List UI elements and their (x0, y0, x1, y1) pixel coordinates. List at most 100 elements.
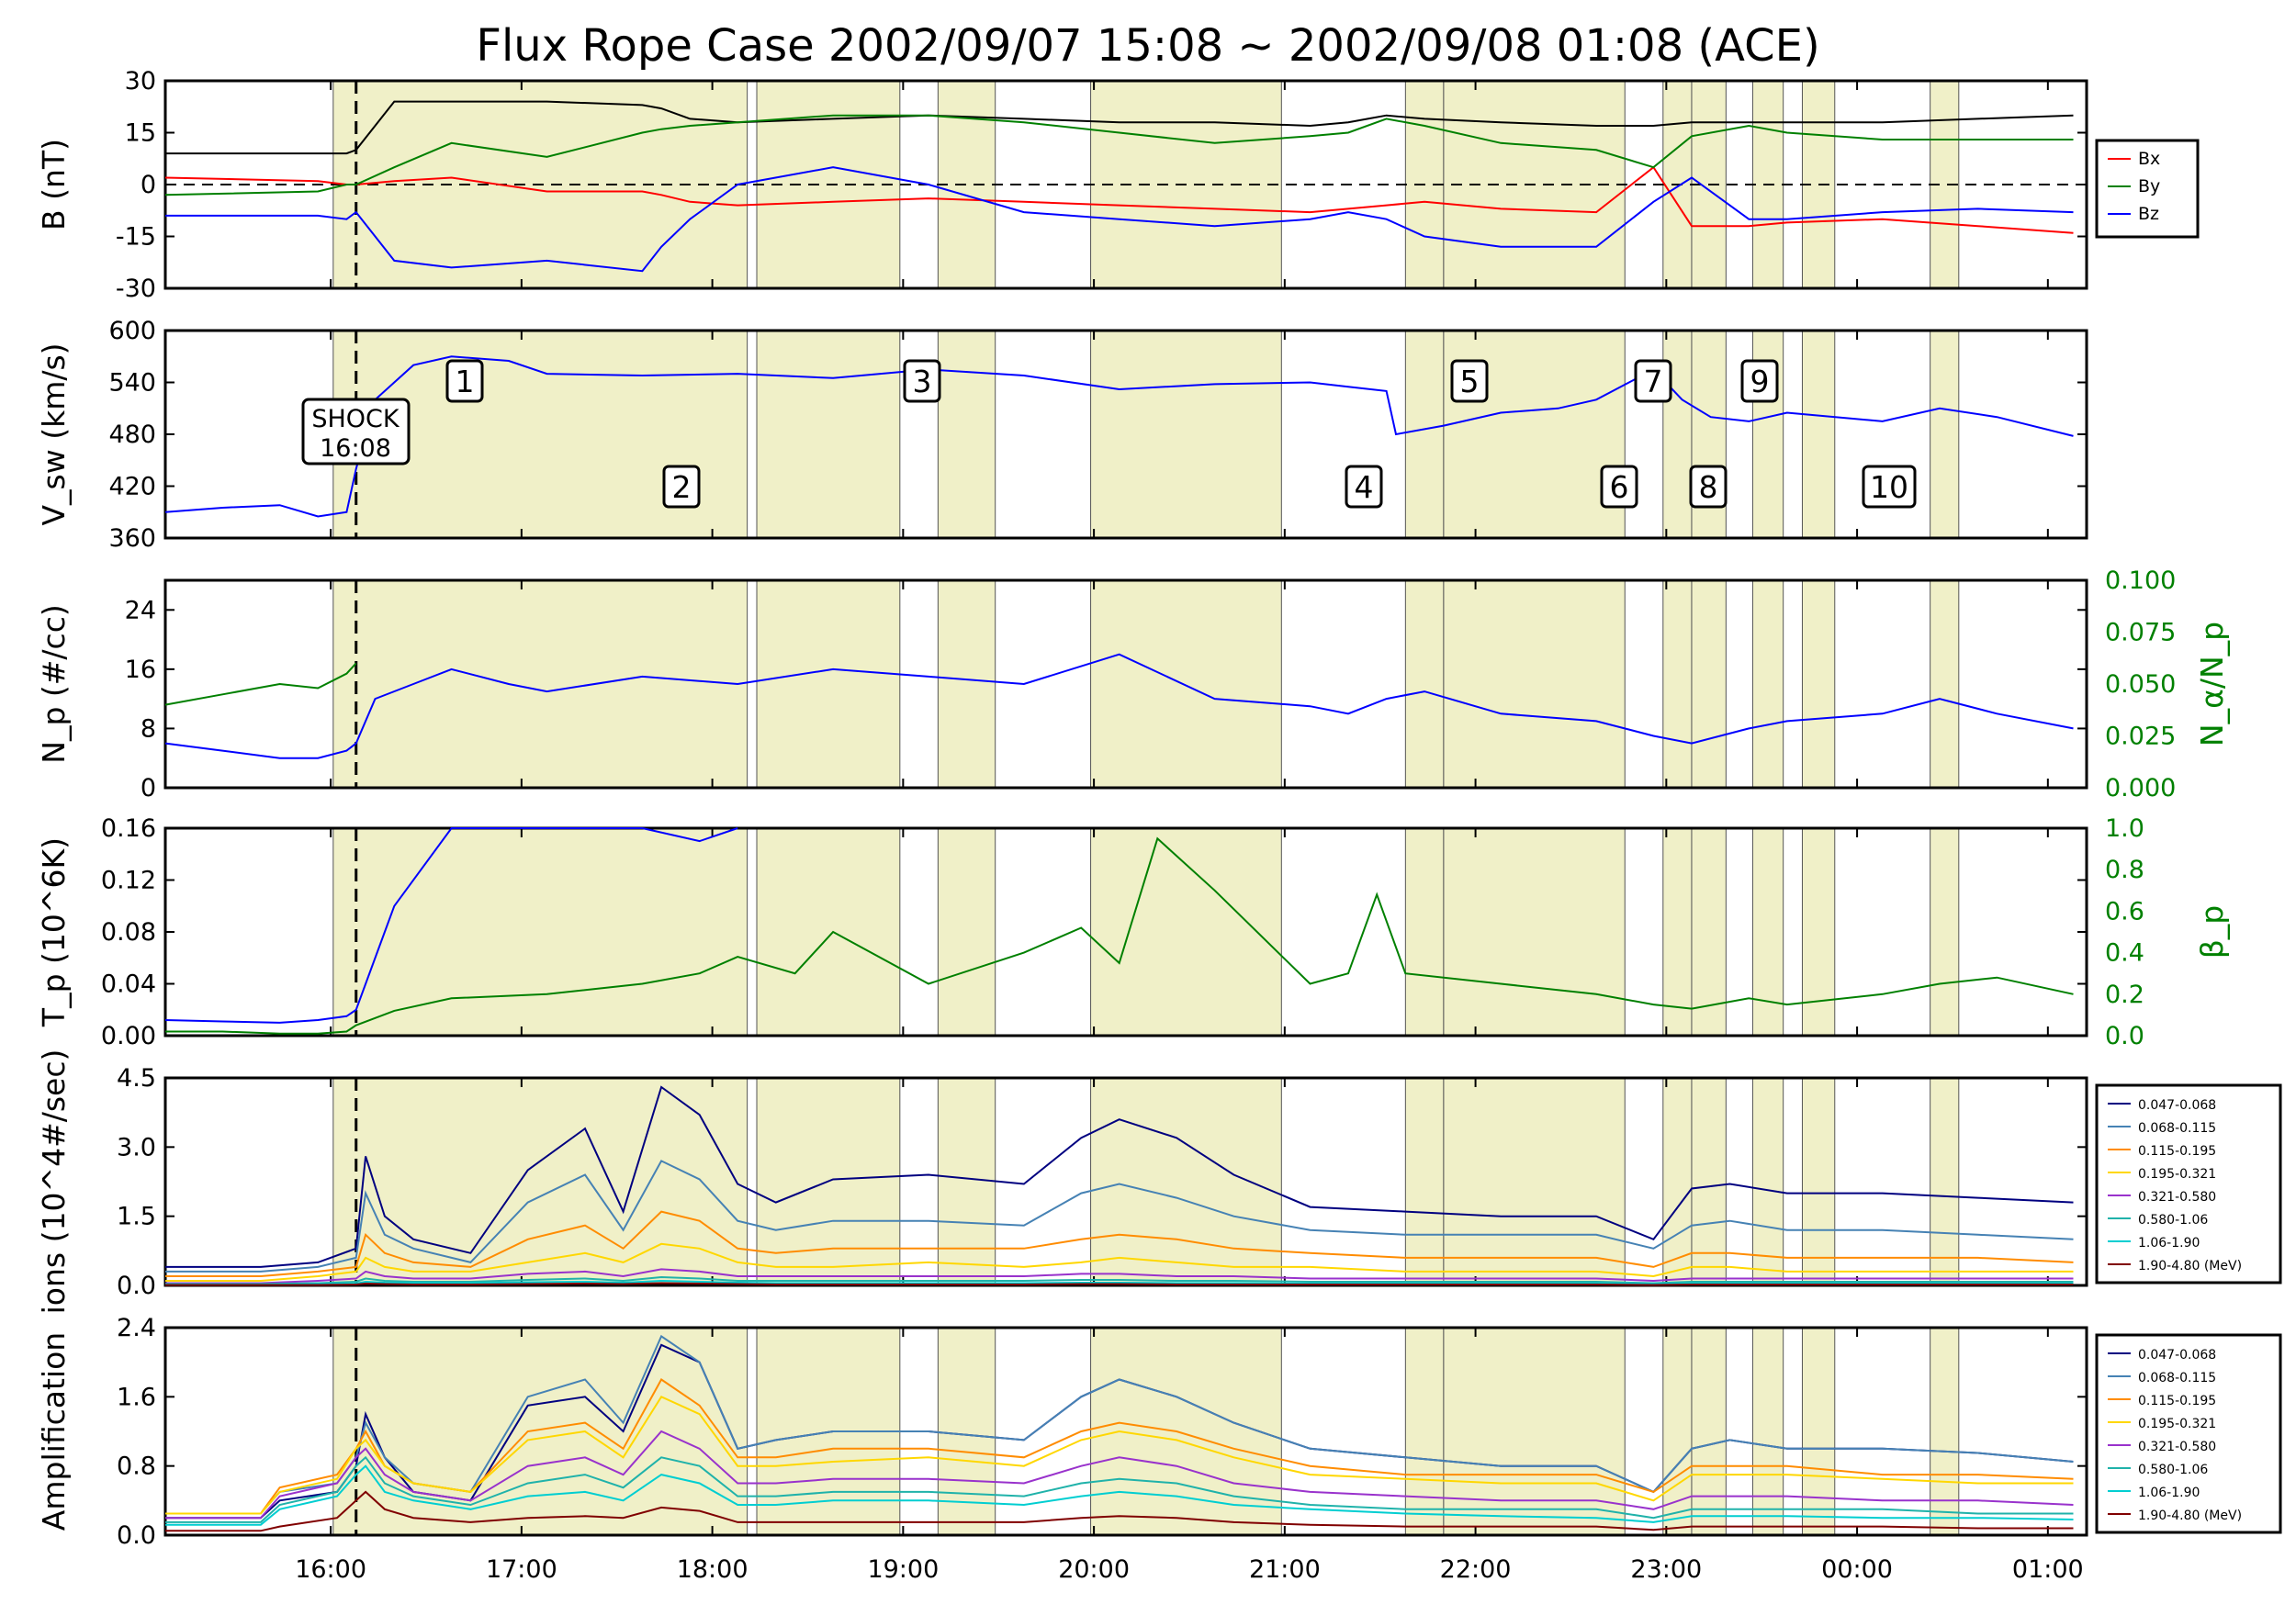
legend-label: By (2138, 176, 2160, 196)
shaded-interval (1090, 579, 1282, 789)
legend-label: 0.115-0.195 (2138, 1394, 2216, 1408)
shaded-interval (1751, 579, 1784, 789)
legend-label: Bx (2138, 149, 2160, 169)
x-axis-tick-labels: 16:00 17:00 18:00 19:00 20:00 21:00 22:00 23:00… (295, 1555, 2084, 1584)
shaded-interval (1090, 827, 1282, 1037)
series-line-0.115-0.195 (165, 1378, 2074, 1515)
series-line-βp (165, 836, 2074, 1035)
legend-box (2095, 1083, 2282, 1284)
y-tick-label: 0.0 (117, 1521, 156, 1550)
shock-label-box (301, 398, 411, 465)
y-axis-label: B (nT) (36, 139, 72, 230)
x-tick-label: 19:00 (867, 1555, 939, 1584)
legend-label: 1.06-1.90 (2138, 1236, 2200, 1251)
legend-label: 1.90-4.80 (MeV) (2138, 1259, 2242, 1273)
legend-label: 1.90-4.80 (MeV) (2138, 1509, 2242, 1523)
series-line-1.90-4.80 (MeV) (165, 1490, 2074, 1532)
shock-time: 16:08 (320, 434, 391, 463)
x-tick-label: 21:00 (1249, 1555, 1321, 1584)
shaded-interval (1443, 1327, 1626, 1536)
shaded-interval (1801, 827, 1836, 1037)
shaded-interval (1443, 827, 1626, 1037)
legend-label: 0.580-1.06 (2138, 1463, 2208, 1477)
shaded-interval (1404, 827, 1445, 1037)
interval-number-label: 3 (913, 364, 932, 399)
x-tick-label: 23:00 (1630, 1555, 1702, 1584)
y-tick-label: 1.5 (117, 1203, 156, 1231)
y-tick-label: 8 (141, 714, 156, 743)
panel-frame (163, 578, 2088, 790)
y-tick-label: 0.08 (101, 918, 156, 947)
shaded-interval (1404, 1327, 1445, 1536)
interval-number-label: 1 (456, 364, 475, 399)
interval-number-box (445, 359, 484, 403)
series-line-0.195-0.321 (165, 1396, 2074, 1515)
y-right-axis-label: N_α/N_p (2194, 622, 2230, 746)
y-right-tick-label: 0.6 (2105, 897, 2144, 925)
shaded-interval (937, 330, 996, 539)
y-right-tick-label: 0.050 (2105, 670, 2176, 699)
shaded-interval (1751, 827, 1784, 1037)
shaded-interval (1751, 1327, 1784, 1536)
panel-frame (163, 1326, 2088, 1537)
y-right-tick-label: 0.2 (2105, 981, 2144, 1009)
y-tick-label: 16 (125, 656, 156, 684)
y-axis-label: ions (10^4#/sec) (36, 1049, 72, 1315)
panel-ion-flux: 4.5 3.0 1.5 0.0 ions (10^4#/sec) (36, 1049, 2088, 1315)
legend-box (2095, 139, 2200, 239)
shaded-interval (1930, 1327, 1960, 1536)
shaded-interval (1801, 1077, 1836, 1286)
shaded-interval (1691, 1327, 1727, 1536)
series-line-1.06-1.90 (165, 1464, 2074, 1526)
y-axis-label: T_p (10^6K) (36, 837, 72, 1027)
series-line-Nα/Np (164, 662, 357, 706)
series-line-0.195-0.321 (165, 1242, 2074, 1282)
legend-label: Bz (2138, 204, 2159, 224)
y-tick-label: -30 (116, 275, 156, 303)
legend-label: 0.321-0.580 (2138, 1190, 2216, 1205)
shaded-interval (756, 330, 901, 539)
interval-number-label: 2 (672, 469, 692, 505)
y-tick-label: 600 (108, 317, 156, 345)
shaded-interval (1404, 330, 1445, 539)
figure-title: Flux Rope Case 2002/09/07 15:08 ~ 2002/0… (476, 20, 1819, 72)
interval-number-box (662, 465, 701, 509)
y-right-tick-label: 0.8 (2105, 856, 2144, 884)
x-tick-label: 16:00 (295, 1555, 366, 1584)
y-tick-label: 0 (141, 774, 156, 802)
interval-number-label: 8 (1699, 469, 1718, 505)
legend-label: 0.115-0.195 (2138, 1144, 2216, 1159)
y-tick-label: 3.0 (117, 1133, 156, 1161)
shaded-interval (332, 1327, 748, 1536)
x-tick-label: 20:00 (1058, 1555, 1130, 1584)
y-tick-label: 30 (125, 67, 156, 95)
shaded-interval (1090, 330, 1282, 539)
y-right-axis-label: β_p (2194, 905, 2230, 959)
interval-number-box (1600, 465, 1638, 509)
series-line-Bx (164, 165, 2074, 234)
x-tick-label: 01:00 (2012, 1555, 2084, 1584)
series-line-Np (164, 653, 2074, 759)
shaded-interval (937, 827, 996, 1037)
panel-proton-temperature: 0.16 0.12 0.08 0.04 0.00 T_p (10^6K) 1.0 0.8 0.6… (36, 814, 2230, 1050)
y-tick-label: 0.0 (117, 1272, 156, 1300)
interval-number-label: 10 (1870, 469, 1908, 505)
shaded-interval (332, 1077, 748, 1286)
shaded-interval (1691, 827, 1727, 1037)
interval-number-label: 4 (1355, 469, 1374, 505)
y-axis-label: Amplification (36, 1332, 72, 1531)
shaded-interval (1801, 579, 1836, 789)
series-line-0.580-1.06 (165, 1455, 2074, 1523)
shaded-interval (1801, 330, 1836, 539)
y-right-tick-label: 0.025 (2105, 723, 2176, 751)
x-tick-label: 22:00 (1440, 1555, 1512, 1584)
interval-number-box (1345, 465, 1383, 509)
series-line-0.068-0.115 (165, 1160, 2074, 1273)
shaded-interval (1662, 827, 1693, 1037)
interval-number-box (903, 359, 941, 403)
series-line-|B| (165, 100, 2074, 155)
panel-amplification: 2.4 1.6 0.8 0.0 Amplification (36, 1314, 2088, 1550)
y-tick-label: 0.16 (101, 814, 156, 843)
